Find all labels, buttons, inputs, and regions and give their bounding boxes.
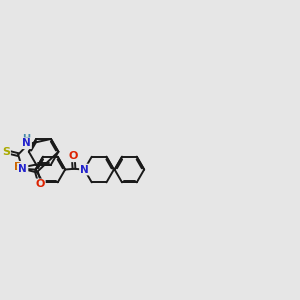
Text: N: N bbox=[22, 138, 31, 148]
Text: N: N bbox=[18, 164, 27, 174]
Text: Br: Br bbox=[14, 162, 28, 172]
Text: S: S bbox=[2, 147, 10, 157]
Text: H: H bbox=[22, 134, 31, 144]
Text: N: N bbox=[80, 164, 89, 175]
Text: O: O bbox=[35, 179, 45, 189]
Text: O: O bbox=[69, 151, 78, 161]
